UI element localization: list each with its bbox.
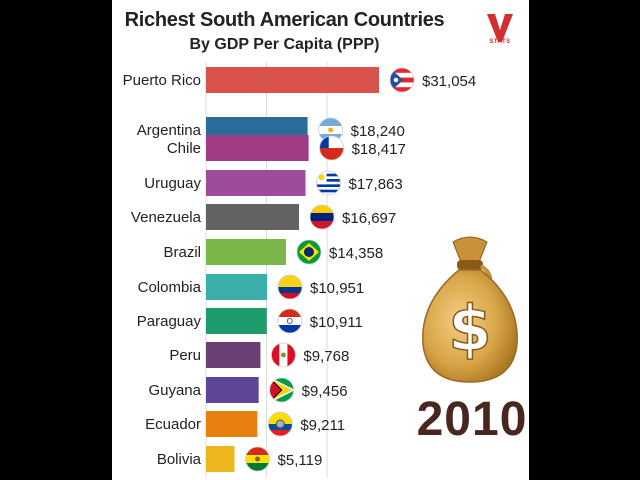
category-label-argentina: Argentina — [137, 122, 202, 139]
paraguay-flag-icon — [277, 308, 303, 334]
bar-colombia — [206, 274, 268, 300]
peru-flag-icon — [271, 342, 296, 368]
money-bag-symbol: $ — [448, 292, 491, 365]
category-label-paraguay: Paraguay — [137, 313, 202, 330]
value-label-bolivia: $5,119 — [278, 452, 323, 469]
value-label-argentina: $18,240 — [351, 123, 405, 140]
bar-row-brazil: Brazil $14,358 — [163, 239, 383, 265]
bar-ecuador — [206, 411, 258, 437]
bar-row-colombia: Colombia $10,951 — [138, 274, 364, 300]
bar-puerto-rico — [206, 67, 379, 93]
category-label-brazil: Brazil — [163, 244, 201, 261]
value-label-uruguay: $17,863 — [349, 176, 403, 193]
bar-row-venezuela: Venezuela $16,697 — [131, 204, 396, 230]
bar-bolivia — [206, 446, 235, 472]
bar-row-guyana: Guyana $9,456 — [148, 377, 348, 403]
bar-row-puerto-rico: Puerto Rico $31,054 — [123, 67, 476, 93]
bar-peru — [206, 342, 261, 368]
bar-uruguay — [206, 170, 306, 196]
year-label: 2010 — [416, 393, 528, 446]
bar-row-ecuador: Ecuador $9,211 — [145, 411, 345, 437]
ecuador-flag-icon — [267, 411, 293, 437]
brazil-flag-icon — [296, 239, 322, 265]
bar-chile — [206, 135, 309, 161]
colombia-flag-icon — [277, 274, 303, 300]
bar-chart: Puerto Rico $31,054 Argentina $18,240 Chile $… — [123, 62, 476, 478]
value-label-chile: $18,417 — [352, 141, 406, 158]
bolivia-flag-icon — [245, 446, 270, 472]
logo-text: STATS — [489, 39, 511, 45]
value-label-brazil: $14,358 — [329, 245, 383, 262]
bar-brazil — [206, 239, 286, 265]
category-label-guyana: Guyana — [148, 382, 201, 399]
category-label-peru: Peru — [169, 347, 201, 364]
value-label-colombia: $10,951 — [310, 280, 364, 297]
bar-row-peru: Peru $9,768 — [169, 342, 349, 368]
guyana-flag-icon — [269, 377, 295, 403]
chile-flag-icon — [319, 135, 345, 161]
bar-guyana — [206, 377, 259, 403]
chart-title: Richest South American Countries — [124, 9, 445, 31]
category-label-colombia: Colombia — [138, 279, 202, 296]
value-label-puerto-rico: $31,054 — [422, 73, 476, 90]
value-label-ecuador: $9,211 — [300, 417, 345, 434]
bar-venezuela — [206, 204, 300, 230]
category-label-chile: Chile — [167, 140, 201, 157]
category-label-puerto-rico: Puerto Rico — [123, 72, 201, 89]
uruguay-flag-icon — [316, 170, 341, 196]
value-label-venezuela: $16,697 — [342, 210, 396, 227]
bar-row-chile: Chile $18,417 — [167, 135, 406, 161]
bar-row-uruguay: Uruguay $17,863 — [144, 170, 403, 196]
bar-paraguay — [206, 308, 267, 334]
category-label-venezuela: Venezuela — [131, 209, 202, 226]
puerto-rico-flag-icon — [389, 67, 415, 93]
money-bag-icon: $ — [422, 236, 518, 383]
value-label-peru: $9,768 — [303, 348, 349, 365]
venezuela-flag-icon — [309, 204, 335, 230]
category-label-uruguay: Uruguay — [144, 175, 201, 192]
category-label-bolivia: Bolivia — [157, 451, 202, 468]
bar-row-bolivia: Bolivia $5,119 — [157, 446, 322, 472]
value-label-paraguay: $10,911 — [310, 314, 363, 331]
category-label-ecuador: Ecuador — [145, 416, 201, 433]
vstats-logo-icon — [487, 14, 513, 42]
chart-panel: Richest South American Countries By GDP … — [112, 0, 529, 480]
value-label-guyana: $9,456 — [302, 383, 348, 400]
bar-row-paraguay: Paraguay $10,911 — [137, 308, 363, 334]
chart-subtitle: By GDP Per Capita (PPP) — [189, 36, 380, 53]
